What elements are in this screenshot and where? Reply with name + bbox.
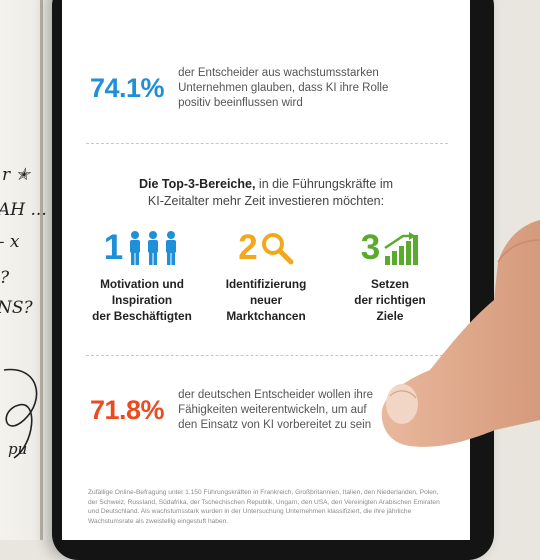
top-three-list: 1 Motivation und Inspiration der Beschäf… bbox=[62, 228, 470, 328]
scribble-3: – x bbox=[0, 232, 20, 252]
item-1-label: Motivation und Inspiration der Beschäfti… bbox=[92, 277, 192, 323]
section-heading-rest: in die Führungskräfte im KI-Zeitalter me… bbox=[147, 177, 394, 208]
section-heading: Die Top-3-Bereiche, in die Führungskräft… bbox=[62, 176, 470, 210]
stat-bottom-text: der deutschen Entscheider wollen ihre Fä… bbox=[178, 389, 374, 431]
scribble-1: r ✭ bbox=[2, 165, 30, 185]
item-3-label: Setzen der richtigen Ziele bbox=[354, 277, 426, 323]
scribble-4: ? bbox=[0, 268, 10, 288]
scribble-loop bbox=[3, 368, 38, 459]
scribble-5: NS? bbox=[0, 298, 33, 318]
list-item-1: 1 Motivation und Inspiration der Beschäf… bbox=[74, 228, 210, 324]
item-3-number: 3 bbox=[360, 228, 381, 267]
item-1-number: 1 bbox=[103, 228, 124, 267]
stat-bottom-number: 71.8% bbox=[90, 395, 165, 425]
list-item-3: 3 Setzen der richtigen Ziele bbox=[322, 228, 458, 324]
item-2-number: 2 bbox=[238, 228, 258, 267]
stat-top-text: der Entscheider aus wachstumsstarken Unt… bbox=[178, 67, 389, 109]
scribble-6: pu bbox=[8, 440, 28, 458]
people-icon bbox=[130, 231, 177, 265]
divider-top bbox=[86, 143, 448, 144]
growth-chart-icon bbox=[384, 232, 419, 265]
magnifier-icon bbox=[261, 233, 294, 265]
list-item-2: 2 Identifizierung neuer Marktchancen bbox=[198, 228, 334, 324]
infographic-screen: 74.1% der Entscheider aus wachstumsstark… bbox=[62, 0, 470, 540]
divider-bottom bbox=[86, 355, 448, 356]
stat-top: 74.1% der Entscheider aus wachstumsstark… bbox=[90, 66, 388, 111]
item-2-label: Identifizierung neuer Marktchancen bbox=[225, 277, 307, 323]
stat-bottom: 71.8% der deutschen Entscheider wollen i… bbox=[90, 388, 373, 433]
stat-top-number: 74.1% bbox=[90, 73, 165, 103]
survey-footnote: Zufällige Online-Befragung unter 1.150 F… bbox=[88, 489, 440, 525]
notebook-spine bbox=[40, 0, 43, 540]
section-heading-bold: Die Top-3-Bereiche, bbox=[138, 177, 256, 191]
scribble-2: AH ... bbox=[0, 200, 47, 220]
